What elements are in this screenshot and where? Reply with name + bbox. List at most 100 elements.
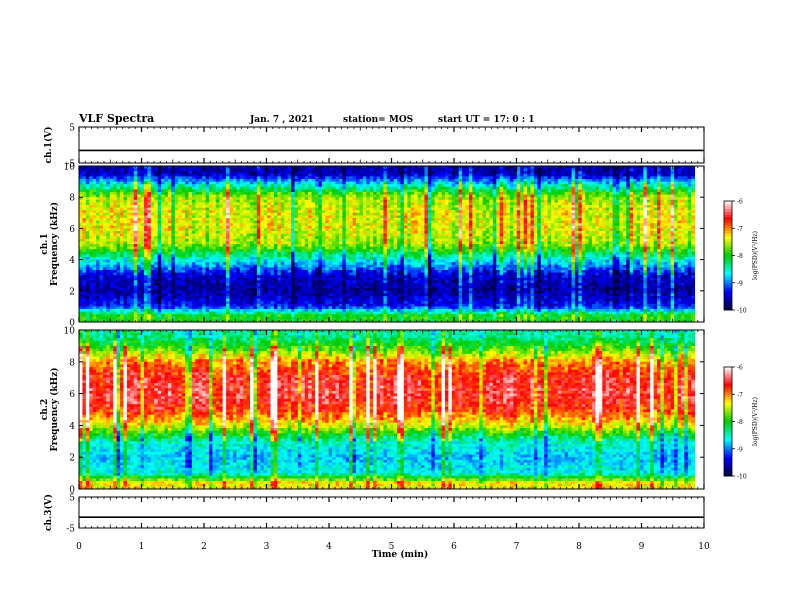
spectrogram-cell bbox=[82, 171, 87, 175]
spectrogram-cell bbox=[116, 181, 121, 185]
spectrogram-cell bbox=[133, 194, 138, 198]
spectrogram-cell bbox=[161, 199, 165, 203]
spectrogram-cell bbox=[438, 228, 442, 232]
spectrogram-cell bbox=[284, 176, 289, 180]
spectrogram-cell bbox=[397, 225, 401, 229]
spectrogram-cell bbox=[544, 202, 548, 206]
spectrogram-cell bbox=[246, 171, 251, 175]
spectrogram-cell bbox=[126, 223, 131, 227]
spectrogram-cell bbox=[564, 176, 569, 180]
spectrogram-cell bbox=[448, 179, 453, 182]
spectrogram-cell bbox=[615, 225, 620, 229]
spectrogram-cell bbox=[325, 184, 330, 188]
spectrogram-cell bbox=[485, 179, 490, 182]
spectrogram-cell bbox=[455, 166, 460, 169]
spectrogram-cell bbox=[229, 228, 234, 232]
spectrogram-cell bbox=[479, 202, 483, 206]
spectrogram-cell bbox=[294, 181, 299, 185]
spectrogram-cell bbox=[643, 171, 648, 175]
spectrogram-cell bbox=[273, 223, 278, 227]
spectrogram-cell bbox=[208, 210, 213, 214]
spectrogram-cell bbox=[116, 218, 121, 221]
spectrogram-cell bbox=[263, 233, 268, 237]
spectrogram-cell bbox=[277, 181, 282, 185]
spectrogram-cell bbox=[373, 223, 377, 227]
spectrogram-cell bbox=[243, 205, 247, 208]
spectrogram-cell bbox=[335, 218, 340, 221]
spectrogram-cell bbox=[383, 207, 388, 211]
spectrogram-cell bbox=[602, 192, 607, 195]
spectrogram-cell bbox=[311, 207, 316, 211]
spectrogram-cell bbox=[496, 184, 501, 188]
spectrogram-cell bbox=[615, 184, 620, 188]
spectrogram-cell bbox=[369, 166, 374, 169]
spectrogram-cell bbox=[431, 223, 436, 227]
spectrogram-cell bbox=[684, 171, 689, 175]
spectrogram-cell bbox=[362, 231, 367, 234]
spectrogram-cell bbox=[653, 186, 658, 190]
spectrogram-cell bbox=[427, 202, 432, 206]
spectrogram-cell bbox=[202, 228, 206, 232]
spectrogram-cell bbox=[195, 210, 200, 214]
spectrogram-cell bbox=[636, 179, 641, 182]
spectrogram-cell bbox=[250, 210, 254, 214]
spectrogram-cell bbox=[540, 197, 545, 201]
spectrogram-cell bbox=[191, 181, 196, 185]
spectrogram-cell bbox=[356, 171, 360, 175]
spectrogram-cell bbox=[516, 194, 521, 198]
spectrogram-cell bbox=[188, 166, 193, 169]
spectrogram-cell bbox=[246, 194, 251, 198]
spectrogram-cell bbox=[414, 199, 418, 203]
spectrogram-cell bbox=[222, 197, 227, 201]
spectrogram-cell bbox=[482, 194, 487, 198]
spectrogram-cell bbox=[650, 207, 654, 211]
spectrogram-cell bbox=[167, 181, 172, 185]
spectrogram-cell bbox=[622, 166, 627, 169]
spectrogram-cell bbox=[680, 220, 685, 224]
spectrogram-cell bbox=[400, 176, 405, 180]
spectrogram-cell bbox=[171, 202, 176, 206]
spectrogram-cell bbox=[633, 192, 637, 195]
spectrogram-cell bbox=[444, 189, 449, 193]
spectrogram-cell bbox=[332, 176, 336, 180]
spectrogram-cell bbox=[212, 168, 217, 172]
spectrogram-cell bbox=[369, 176, 374, 180]
spectrogram-cell bbox=[557, 168, 562, 172]
spectrogram-cell bbox=[513, 179, 518, 182]
spectrogram-cell bbox=[602, 168, 607, 172]
spectrogram-cell bbox=[629, 181, 634, 185]
spectrogram-cell bbox=[85, 192, 90, 195]
spectrogram-cell bbox=[246, 186, 251, 190]
spectrogram-cell bbox=[133, 181, 138, 185]
spectrogram-cell bbox=[349, 168, 354, 172]
spectrogram-cell bbox=[109, 176, 114, 180]
spectrogram-cell bbox=[557, 207, 562, 211]
spectrogram-cell bbox=[191, 199, 196, 203]
spectrogram-cell bbox=[123, 205, 128, 208]
spectrogram-cell bbox=[321, 210, 326, 214]
spectrogram-cell bbox=[465, 197, 470, 201]
spectrogram-cell bbox=[598, 210, 603, 214]
spectrogram-cell bbox=[335, 186, 340, 190]
spectrogram-cell bbox=[574, 197, 579, 201]
spectrogram-cell bbox=[448, 225, 453, 229]
spectrogram-cell bbox=[239, 231, 244, 234]
spectrogram-cell bbox=[496, 197, 501, 201]
spectrogram-cell bbox=[113, 197, 118, 201]
spectrogram-cell bbox=[219, 207, 224, 211]
spectrogram-cell bbox=[260, 181, 265, 185]
spectrogram-cell bbox=[113, 231, 118, 234]
spectrogram-cell bbox=[530, 231, 535, 234]
spectrogram-cell bbox=[232, 189, 237, 193]
spectrogram-cell bbox=[557, 225, 562, 229]
spectrogram-cell bbox=[451, 184, 456, 188]
spectrogram-cell bbox=[219, 212, 224, 216]
spectrogram-cell bbox=[670, 231, 675, 234]
spectrogram-cell bbox=[181, 184, 186, 188]
spectrogram-cell bbox=[243, 176, 247, 180]
spectrogram-cell bbox=[161, 173, 165, 177]
spectrogram-cell bbox=[89, 223, 94, 227]
spectrogram-cell bbox=[229, 186, 234, 190]
spectrogram-cell bbox=[410, 220, 415, 224]
spectrogram-cell bbox=[366, 176, 371, 180]
